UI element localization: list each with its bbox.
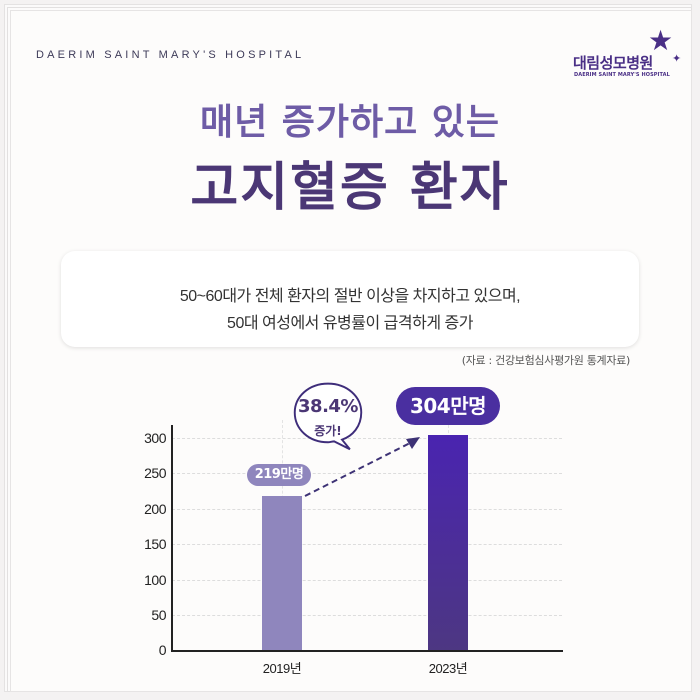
star-icon: ★ <box>648 24 674 57</box>
x-tick-label-2023: 2023년 <box>428 661 468 676</box>
gridline-300 <box>172 438 562 439</box>
bar-2023 <box>428 435 468 651</box>
infographic-card <box>10 10 692 692</box>
gridline-200 <box>172 509 562 510</box>
sparkle-icon: ✦ <box>672 52 682 65</box>
y-tick-label: 50 <box>151 607 166 623</box>
y-tick-label: 100 <box>144 572 166 588</box>
value-label-2023: 304만명 <box>396 387 500 425</box>
y-tick-label: 300 <box>144 430 166 446</box>
increase-text: 증가! <box>314 424 342 438</box>
y-tick-label: 200 <box>144 501 166 517</box>
x-axis <box>171 650 563 652</box>
info-line-2: 50대 여성에서 유병률이 급격하게 증가 <box>227 315 473 332</box>
headline-title: 고지혈증 환자 <box>190 158 510 218</box>
y-tick-label: 150 <box>144 536 166 552</box>
x-tick-label-2019: 2019년 <box>262 661 302 676</box>
y-tick-label: 250 <box>144 465 166 481</box>
gridline-50 <box>172 615 562 616</box>
speech-bubble-icon <box>293 382 363 451</box>
bar-2019 <box>262 496 302 651</box>
gridline-250 <box>172 473 562 474</box>
headline-subtitle: 매년 증가하고 있는 <box>199 102 501 143</box>
source-note: (자료 : 건강보험심사평가원 통계자료) <box>461 354 631 367</box>
value-label-2019: 219만명 <box>247 464 311 486</box>
gridline-100 <box>172 580 562 581</box>
hospital-logo: ★ ✦ 대림성모병원 DAERIM SAINT MARY'S HOSPITAL <box>572 24 692 90</box>
y-tick-label: 0 <box>158 642 167 658</box>
increase-percent: 38.4% <box>298 396 358 417</box>
logo-text-english: DAERIM SAINT MARY'S HOSPITAL <box>574 72 670 78</box>
y-axis <box>171 425 173 651</box>
info-line-1: 50~60대가 전체 환자의 절반 이상을 차지하고 있으며, <box>179 288 521 305</box>
info-box: 50~60대가 전체 환자의 절반 이상을 차지하고 있으며, 50대 여성에서… <box>61 251 639 347</box>
brand-name-english: DAERIM SAINT MARY'S HOSPITAL <box>36 49 305 61</box>
logo-text-korean: 대림성모병원 <box>573 54 653 72</box>
gridline-150 <box>172 544 562 545</box>
